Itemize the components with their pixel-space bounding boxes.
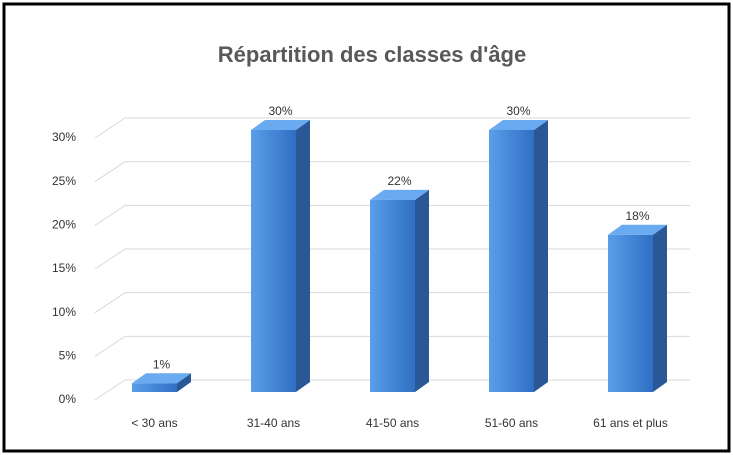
bar-side bbox=[534, 120, 548, 392]
x-tick-label: 31-40 ans bbox=[247, 416, 300, 430]
bar bbox=[489, 130, 534, 392]
bar-top bbox=[251, 120, 310, 130]
grid-line bbox=[94, 117, 690, 139]
bar-top bbox=[370, 189, 429, 200]
y-tick-label: 0% bbox=[59, 392, 77, 406]
y-tick-label: 20% bbox=[52, 218, 76, 232]
bar-side bbox=[177, 373, 191, 392]
data-label: 18% bbox=[625, 209, 649, 223]
y-tick-label: 10% bbox=[52, 305, 76, 319]
x-tick-label: 61 ans et plus bbox=[593, 416, 668, 430]
x-tick-label: < 30 ans bbox=[131, 416, 177, 430]
bar bbox=[132, 383, 177, 392]
x-tick-label: 51-60 ans bbox=[485, 416, 538, 430]
data-label: 30% bbox=[506, 104, 530, 118]
bar bbox=[370, 199, 415, 392]
bar bbox=[608, 234, 653, 392]
bar-side bbox=[415, 189, 429, 392]
data-label: 22% bbox=[387, 174, 411, 188]
bar-side bbox=[653, 224, 667, 392]
bar-top bbox=[608, 224, 667, 235]
bar bbox=[251, 130, 296, 392]
bar-side bbox=[296, 120, 310, 392]
data-label: 30% bbox=[268, 104, 292, 118]
bar-top bbox=[489, 120, 548, 130]
chart-title: Répartition des classes d'âge bbox=[218, 42, 526, 67]
data-label: 1% bbox=[153, 357, 171, 371]
x-tick-label: 41-50 ans bbox=[366, 416, 419, 430]
bar-top bbox=[132, 373, 191, 384]
y-tick-label: 30% bbox=[52, 130, 76, 144]
y-tick-label: 5% bbox=[59, 349, 77, 363]
y-tick-label: 15% bbox=[52, 261, 76, 275]
y-tick-label: 25% bbox=[52, 174, 76, 188]
